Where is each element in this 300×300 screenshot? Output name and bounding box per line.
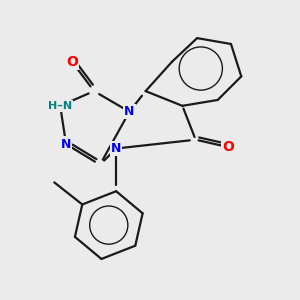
Text: N: N — [124, 105, 135, 118]
Text: H–N: H–N — [48, 101, 72, 111]
Text: N: N — [111, 142, 121, 155]
Text: N: N — [61, 138, 71, 151]
Text: O: O — [222, 140, 234, 154]
Text: O: O — [66, 55, 78, 69]
